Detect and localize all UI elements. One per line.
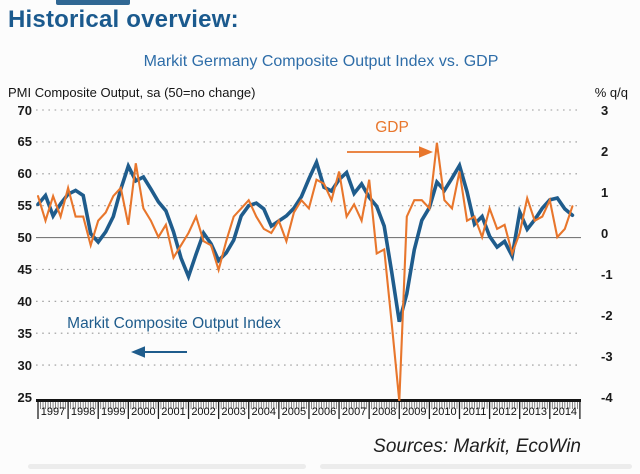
gdp-arrow [347, 146, 433, 158]
x-year-label: 2002 [191, 406, 216, 418]
page-title: Historical overview: [8, 6, 239, 33]
top-edge-artifact [56, 0, 130, 5]
left-axis-tick-label: 50 [17, 230, 32, 246]
pmi-series-label: Markit Composite Output Index [67, 315, 281, 332]
left-axis-tick-label: 70 [17, 102, 32, 118]
chart-title: Markit Germany Composite Output Index vs… [143, 53, 499, 70]
right-axis-tick-label: 3 [601, 102, 609, 118]
source-note: Sources: Markit, EcoWin [373, 436, 581, 457]
left-axis-tick-label: 30 [17, 357, 32, 373]
gdp-series-label: GDP [375, 119, 409, 136]
x-year-label: 2000 [131, 406, 156, 418]
left-axis-tick-label: 35 [17, 325, 32, 341]
x-year-label: 2007 [341, 406, 367, 418]
right-axis-tick-label: 1 [601, 184, 609, 200]
right-axis-tick-label: -1 [601, 266, 613, 282]
x-year-label: 2013 [522, 406, 547, 418]
gridlines [36, 109, 581, 366]
x-year-label: 2001 [161, 406, 186, 418]
x-year-label: 2004 [251, 406, 277, 418]
bottom-divider-left [28, 464, 306, 469]
gdp-series-line [36, 142, 574, 401]
left-axis-tick-label: 55 [17, 198, 32, 214]
left-axis-tick-label: 60 [17, 166, 32, 182]
right-axis-tick-label: -3 [601, 348, 613, 364]
right-axis-header: % q/q [594, 85, 628, 100]
left-axis-header: PMI Composite Output, sa (50=no change) [8, 85, 256, 100]
x-axis [36, 399, 581, 419]
left-axis-tick-label: 65 [17, 134, 32, 150]
pmi-series-line [36, 157, 575, 323]
x-year-label: 2010 [432, 406, 457, 418]
left-axis-tick-label: 45 [17, 261, 32, 277]
pmi-arrow [131, 346, 187, 358]
x-year-label: 1997 [40, 406, 66, 418]
data-series [36, 142, 575, 401]
x-year-label: 1999 [101, 406, 126, 418]
x-year-label: 2012 [492, 406, 517, 418]
right-axis-tick-label: -2 [601, 307, 613, 323]
x-year-label: 2014 [552, 406, 578, 418]
x-year-label: 1998 [70, 406, 96, 418]
x-year-label: 2008 [371, 406, 397, 418]
x-year-label: 2003 [221, 406, 246, 418]
left-axis-tick-label: 40 [17, 293, 32, 309]
x-year-label: 2009 [402, 406, 427, 418]
x-year-label: 2006 [311, 406, 337, 418]
right-axis-tick-label: 0 [601, 225, 609, 241]
x-year-label: 2005 [281, 406, 307, 418]
x-year-label: 2011 [462, 406, 487, 418]
right-axis-tick-label: -4 [601, 389, 613, 405]
bottom-divider-right [320, 464, 632, 469]
right-axis-tick-label: 2 [601, 143, 609, 159]
left-axis-tick-label: 25 [17, 389, 32, 405]
